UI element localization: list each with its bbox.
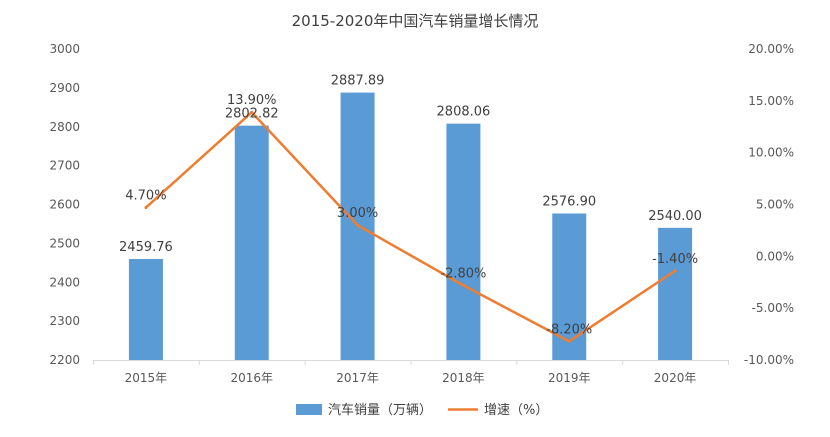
growth-value-label: 13.90%	[227, 93, 277, 108]
y-left-tick-label: 2600	[49, 198, 80, 212]
bar-value-label: 2802.82	[225, 107, 279, 122]
growth-point	[567, 339, 571, 343]
x-tick-label: 2018年	[442, 371, 485, 385]
growth-point	[356, 223, 360, 227]
growth-point	[144, 206, 148, 210]
growth-point	[250, 110, 254, 114]
y-right-tick-label: 20.00%	[748, 42, 794, 56]
bar	[658, 227, 693, 360]
legend-label-growth: 增速（%）	[484, 403, 548, 418]
growth-value-label: 3.00%	[337, 206, 378, 221]
x-tick-label: 2019年	[548, 371, 591, 385]
growth-value-label: -2.80%	[440, 266, 486, 281]
y-left-tick-label: 2400	[49, 275, 80, 289]
bar-value-label: 2459.76	[119, 240, 173, 255]
bar	[446, 123, 481, 361]
growth-point	[673, 269, 677, 273]
y-right-tick-label: -10.00%	[744, 353, 794, 367]
growth-value-label: 4.70%	[125, 189, 166, 204]
y-right-tick-label: 15.00%	[748, 94, 794, 108]
y-left-tick-label: 2800	[49, 120, 80, 134]
x-tick-label: 2015年	[125, 371, 168, 385]
y-left-tick-label: 3000	[49, 42, 80, 56]
y-left-tick-label: 2900	[49, 81, 80, 95]
axes: 3000 2900 2800 2700 2600 2500 2400 2300 2200 20.0…	[49, 42, 794, 385]
x-tick-label: 2020年	[654, 371, 697, 385]
legend-swatch-sales	[296, 404, 322, 415]
y-right-tick-label: 0.00%	[756, 249, 794, 263]
y-left-tick-label: 2300	[49, 314, 80, 328]
growth-value-label: -1.40%	[652, 252, 698, 267]
legend: 汽车销量（万辆） 增速（%）	[296, 402, 548, 418]
y-left-tick-label: 2200	[49, 353, 80, 367]
bar-value-label: 2808.06	[437, 105, 491, 120]
y-right-tick-label: 5.00%	[756, 198, 794, 212]
bar	[552, 213, 587, 360]
bar-value-label: 2540.00	[648, 209, 702, 224]
growth-point	[461, 283, 465, 287]
y-left-tick-label: 2700	[49, 159, 80, 173]
y-left-tick-label: 2500	[49, 236, 80, 250]
growth-line-path	[145, 110, 676, 343]
y-right-tick-label: 10.00%	[748, 146, 794, 160]
x-tick-label: 2017年	[336, 371, 379, 385]
bar-value-label: 2576.90	[542, 194, 596, 209]
bar	[234, 125, 269, 361]
bars	[128, 92, 693, 361]
x-tick-label: 2016年	[230, 371, 273, 385]
y-right-tick-label: -5.00%	[752, 301, 794, 315]
growth-line	[144, 110, 677, 343]
chart-title: 2015-2020年中国汽车销量增长情况	[292, 12, 539, 30]
bar-value-label: 2887.89	[331, 74, 385, 89]
data-labels: 2459.76 2802.82 2887.89 2808.06 2576.90 2540.…	[119, 74, 702, 338]
legend-label-sales: 汽车销量（万辆）	[328, 402, 432, 418]
bar	[128, 259, 163, 360]
growth-value-label: -8.20%	[546, 322, 592, 337]
